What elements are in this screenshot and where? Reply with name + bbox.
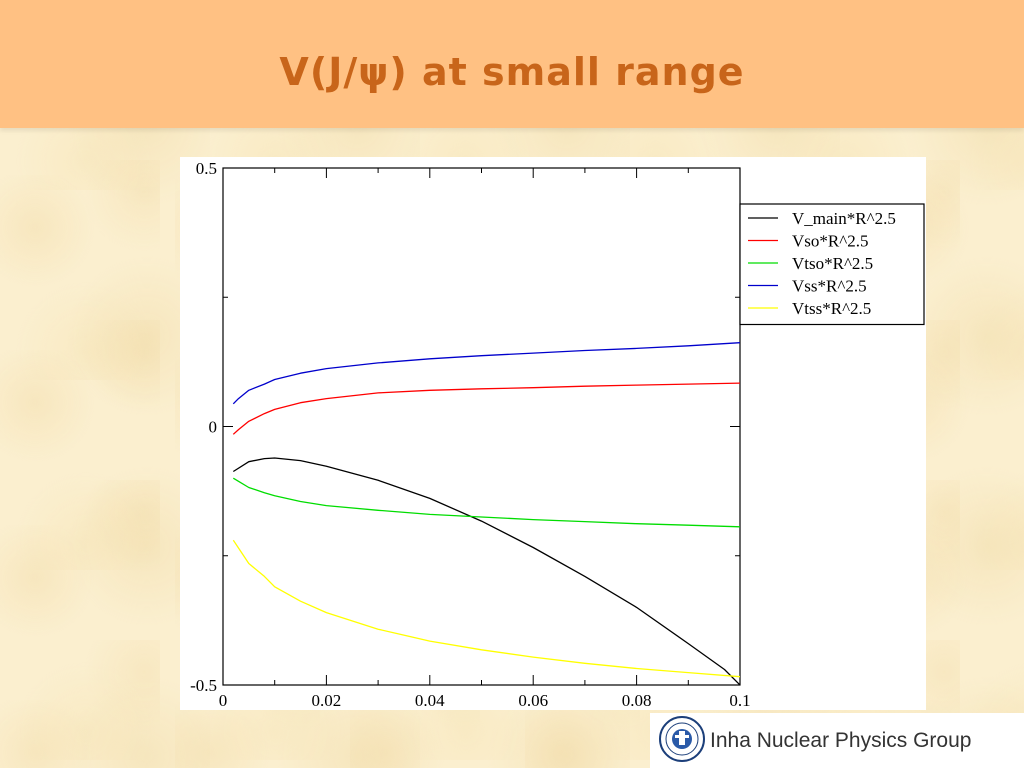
x-tick-label: 0.06 bbox=[518, 691, 548, 710]
series-line-5 bbox=[232, 539, 740, 678]
x-tick-label: 0 bbox=[219, 691, 228, 710]
legend-label: Vtss*R^2.5 bbox=[792, 299, 871, 318]
series-line-4 bbox=[232, 342, 740, 405]
x-tick-label: 0.04 bbox=[415, 691, 445, 710]
legend-box bbox=[739, 203, 925, 326]
university-seal-icon bbox=[659, 716, 705, 762]
slide-title: V(J/ψ) at small range bbox=[279, 50, 745, 94]
footer-branding: Inha Nuclear Physics Group bbox=[650, 713, 1024, 768]
legend-label: V_main*R^2.5 bbox=[792, 209, 896, 228]
line-chart: 0 0.02 0.04 0.06 0.08 0.1-0.500.5V_main*R^2.5… bbox=[190, 159, 925, 710]
title-bar: V(J/ψ) at small range bbox=[0, 0, 1024, 128]
chart-panel: 0 0.02 0.04 0.06 0.08 0.1 -0.5 0 0.5 V_main*R^2.5… bbox=[180, 157, 926, 710]
legend-label: Vso*R^2.5 bbox=[792, 232, 868, 251]
x-tick-label: 0.02 bbox=[312, 691, 342, 710]
x-tick-label: 0.1 bbox=[729, 691, 750, 710]
legend-label: Vss*R^2.5 bbox=[792, 277, 867, 296]
y-tick-label: 0.5 bbox=[196, 159, 217, 178]
footer-label: Inha Nuclear Physics Group bbox=[710, 729, 972, 752]
y-tick-label: -0.5 bbox=[190, 676, 217, 695]
y-tick-label: 0 bbox=[209, 418, 218, 437]
x-tick-label: 0.08 bbox=[622, 691, 652, 710]
series-line-1 bbox=[232, 457, 740, 685]
series-line-2 bbox=[232, 382, 740, 435]
series-line-3 bbox=[232, 477, 740, 528]
legend-label: Vtso*R^2.5 bbox=[792, 254, 873, 273]
plot-frame bbox=[222, 167, 741, 686]
